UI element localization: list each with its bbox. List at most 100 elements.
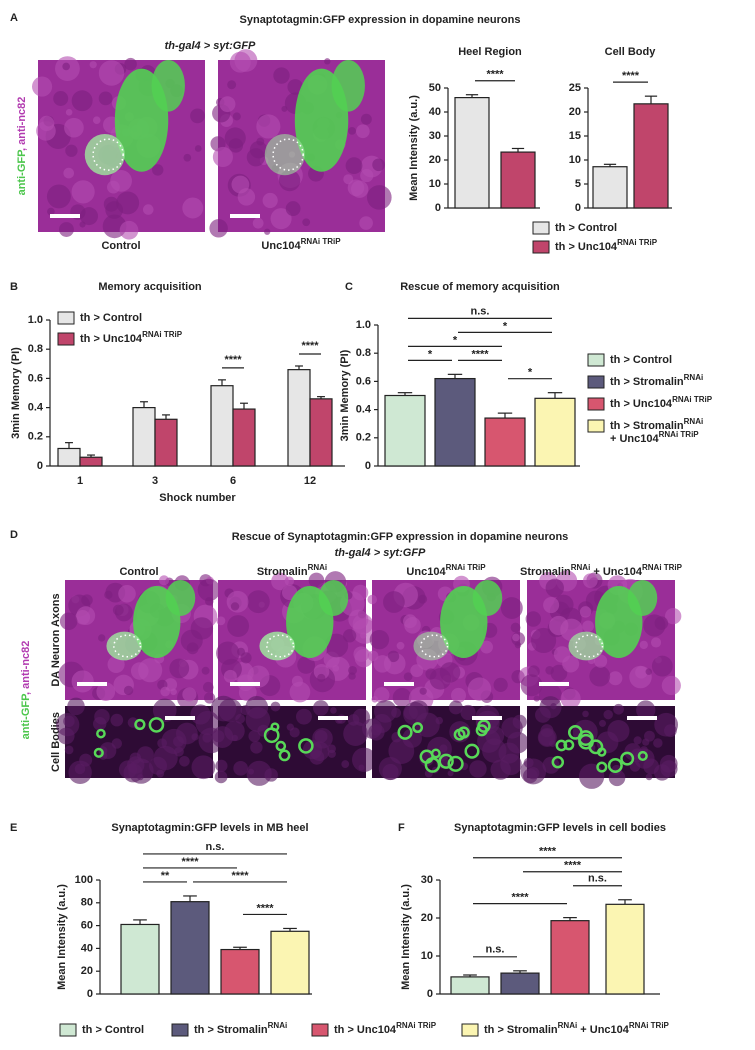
text-part: Unc104 xyxy=(406,566,446,578)
y-tick-label: 0.4 xyxy=(28,402,44,414)
micrograph xyxy=(56,697,225,785)
y-tick-label: 10 xyxy=(421,950,433,962)
text-part: RNAi xyxy=(684,373,704,382)
gfp xyxy=(151,60,185,112)
texture xyxy=(256,137,265,146)
bar xyxy=(120,923,160,995)
bar xyxy=(154,418,178,467)
texture xyxy=(537,728,557,747)
gfp xyxy=(627,580,658,616)
gfp xyxy=(607,757,623,773)
texture xyxy=(324,58,331,65)
texture xyxy=(359,216,373,230)
bar xyxy=(132,407,156,467)
gfp xyxy=(148,717,165,733)
text-part: th > Unc104 xyxy=(610,398,673,410)
texture xyxy=(47,207,55,216)
y-axis-label: 3min Memory (PI) xyxy=(10,347,22,439)
texture xyxy=(79,753,93,767)
genotype: th-gal4 > syt:GFP xyxy=(335,547,426,559)
texture xyxy=(545,578,564,598)
gfp xyxy=(259,631,295,661)
texture xyxy=(227,615,250,637)
gfp xyxy=(430,748,441,759)
gfp xyxy=(637,750,648,762)
panel-title: Rescue of Synaptotagmin:GFP expression i… xyxy=(232,531,569,543)
significance-label: * xyxy=(503,320,508,332)
bar xyxy=(309,398,333,467)
texture xyxy=(287,79,304,95)
gfp xyxy=(275,740,287,752)
panel-title: Synaptotagmin:GFP expression in dopamine… xyxy=(240,14,521,26)
texture xyxy=(158,575,170,586)
micrograph xyxy=(362,699,529,781)
texture xyxy=(118,585,136,603)
bar xyxy=(500,151,536,209)
significance-label: n.s. xyxy=(206,841,225,853)
bar xyxy=(605,903,645,995)
significance-label: **** xyxy=(181,856,199,868)
legend-label: th > StromalinRNAi + Unc104RNAi TRiP xyxy=(610,417,703,445)
texture xyxy=(65,144,78,157)
texture xyxy=(296,708,312,725)
texture xyxy=(542,756,560,774)
texture xyxy=(230,602,240,611)
y-tick-label: 0.8 xyxy=(356,347,371,359)
gfp xyxy=(412,722,424,734)
gfp xyxy=(447,755,464,772)
texture xyxy=(110,170,132,192)
texture xyxy=(46,184,71,209)
legend-label: th > Control xyxy=(555,222,617,234)
texture xyxy=(636,700,656,720)
texture xyxy=(613,703,624,715)
texture xyxy=(388,738,415,764)
heel-outline xyxy=(266,634,295,658)
panel-label: C xyxy=(345,281,353,293)
texture xyxy=(235,713,246,724)
column-label: Control xyxy=(119,566,158,578)
texture xyxy=(182,197,204,219)
texture xyxy=(553,646,571,663)
chart-title: Heel Region xyxy=(458,46,522,58)
texture xyxy=(183,153,192,162)
bar xyxy=(270,930,310,995)
gfp xyxy=(551,755,565,769)
texture xyxy=(273,67,290,84)
x-tick-label: 6 xyxy=(230,475,236,487)
text-part: th > Stromalin xyxy=(610,376,684,388)
texture xyxy=(53,91,69,107)
panel-label: D xyxy=(10,529,18,541)
texture xyxy=(493,677,508,693)
gfp xyxy=(318,580,349,616)
texture xyxy=(232,112,241,121)
texture xyxy=(224,127,246,149)
texture xyxy=(58,222,74,237)
texture xyxy=(660,760,678,778)
text-part: + Unc104 xyxy=(577,1024,630,1036)
text-part: RNAi TRiP xyxy=(446,563,487,572)
texture xyxy=(71,90,93,112)
texture xyxy=(63,167,75,179)
gfp xyxy=(438,753,454,769)
gfp xyxy=(464,743,480,759)
significance-label: n.s. xyxy=(486,944,505,956)
text-part: th > Control xyxy=(610,354,672,366)
legend-label: th > StromalinRNAi xyxy=(610,373,703,388)
x-tick-label: 12 xyxy=(304,475,316,487)
texture xyxy=(124,57,137,71)
texture xyxy=(270,701,281,712)
texture xyxy=(369,629,390,650)
chart-title: Memory acquisition xyxy=(98,281,202,293)
micrograph xyxy=(367,575,526,712)
legend-label: th > StromalinRNAi xyxy=(194,1021,287,1036)
texture xyxy=(362,718,383,739)
texture xyxy=(360,113,372,125)
texture xyxy=(191,755,216,780)
gfp xyxy=(263,727,280,744)
text-part: th > Unc104 xyxy=(80,333,143,345)
texture xyxy=(179,755,190,767)
text-part: Control xyxy=(119,566,158,578)
bar xyxy=(220,948,260,995)
texture xyxy=(229,51,251,73)
